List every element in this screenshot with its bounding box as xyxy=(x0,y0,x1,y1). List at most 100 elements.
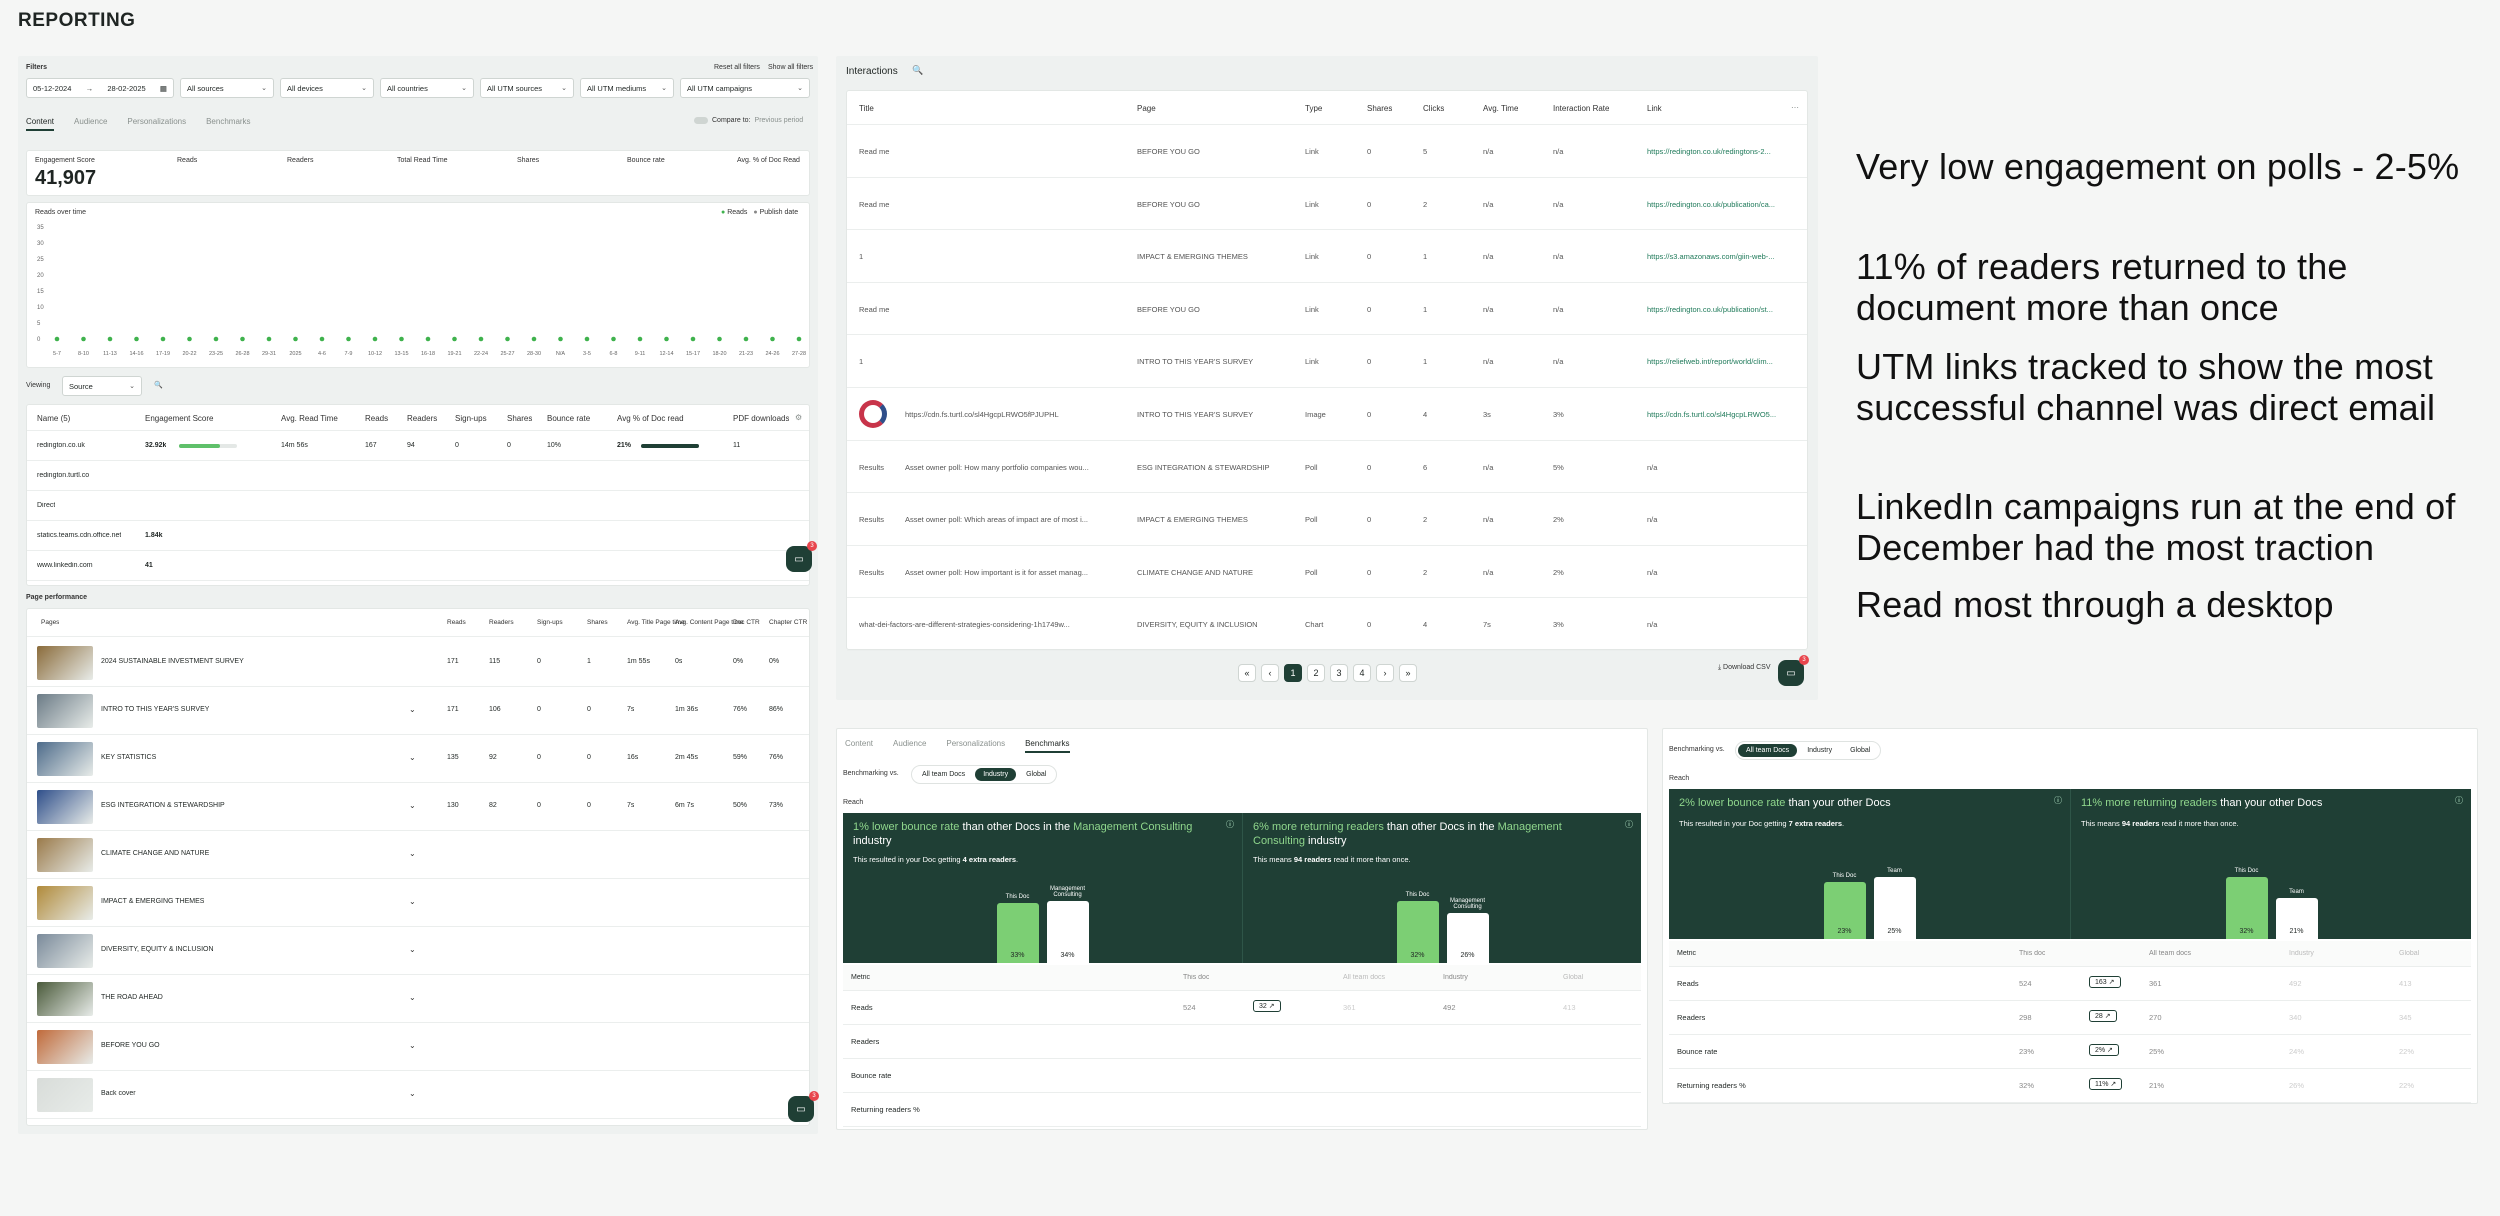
column-header[interactable]: Link xyxy=(1647,104,1662,113)
table-row[interactable]: www.linkedin.com 41 xyxy=(27,551,809,581)
pill-industry[interactable]: Industry xyxy=(975,768,1017,781)
data-point[interactable] xyxy=(770,336,775,342)
data-point[interactable] xyxy=(54,336,60,342)
data-point[interactable] xyxy=(160,336,166,342)
column-header[interactable]: Avg. Read Time xyxy=(281,414,338,423)
column-header[interactable]: Sign-ups xyxy=(537,619,563,626)
column-header[interactable]: Shares xyxy=(507,414,533,423)
pagination-3[interactable]: 2 xyxy=(1307,664,1325,682)
table-row[interactable]: redington.co.uk 32.92k 14m 56s 167 94 0 0 10% 21… xyxy=(27,431,809,461)
data-point[interactable] xyxy=(690,336,696,342)
pagination-1[interactable]: ‹ xyxy=(1261,664,1279,682)
data-point[interactable] xyxy=(637,336,643,342)
pill-industry[interactable]: Industry xyxy=(1807,747,1833,754)
reset-filters-link[interactable]: Reset all filters xyxy=(714,64,760,71)
filter-dropdown-4[interactable]: All UTM mediums ⌄ xyxy=(580,78,674,98)
data-point[interactable] xyxy=(505,336,510,342)
chat-button-3[interactable]: ▭ 3 xyxy=(1778,655,1809,686)
column-header[interactable]: Name (5) xyxy=(37,414,71,423)
column-header[interactable]: Page xyxy=(1137,104,1156,113)
data-point[interactable] xyxy=(134,336,139,342)
column-header[interactable]: Interaction Rate xyxy=(1553,104,1610,113)
pagination-4[interactable]: 3 xyxy=(1330,664,1348,682)
column-header[interactable]: Shares xyxy=(1367,104,1393,113)
data-point[interactable] xyxy=(293,336,298,342)
page-row[interactable]: KEY STATISTICS ⌄ 135 92 0 0 16s 2m 45s 59% 76% xyxy=(27,735,809,783)
column-header[interactable]: Reads xyxy=(365,414,389,423)
pagination-6[interactable]: › xyxy=(1376,664,1394,682)
chevron-down-icon[interactable]: ⌄ xyxy=(409,705,416,714)
more-icon[interactable]: ⋯ xyxy=(1791,103,1799,112)
interaction-row[interactable]: https://cdn.fs.turtl.co/sl4HgcpLRWO5fPJU… xyxy=(847,388,1807,441)
data-point[interactable] xyxy=(187,336,192,342)
chevron-down-icon[interactable]: ⌄ xyxy=(409,801,416,810)
info-icon[interactable]: ⓘ xyxy=(2054,796,2062,805)
column-header[interactable]: Readers xyxy=(489,619,514,626)
column-header[interactable]: Avg. Time xyxy=(1483,104,1519,113)
column-header[interactable]: Clicks xyxy=(1423,104,1445,113)
info-icon[interactable]: ⓘ xyxy=(1625,820,1633,829)
cell-link[interactable]: https://reliefweb.int/report/world/clim.… xyxy=(1647,357,1773,367)
filter-dropdown-3[interactable]: All UTM sources ⌄ xyxy=(480,78,574,98)
pill-global[interactable]: Global xyxy=(1026,771,1047,778)
pagination-7[interactable]: » xyxy=(1399,664,1417,682)
data-point[interactable] xyxy=(796,336,802,342)
page-row[interactable]: ESG INTEGRATION & STEWARDSHIP ⌄ 130 82 0 0 7s 6… xyxy=(27,783,809,831)
interaction-row[interactable]: Read me BEFORE YOU GO Link 0 5 n/a n/a https://… xyxy=(847,125,1807,178)
tab-personalizations[interactable]: Personalizations xyxy=(127,117,187,126)
chevron-down-icon[interactable]: ⌄ xyxy=(409,1041,416,1050)
column-header[interactable]: Avg % of Doc read xyxy=(617,414,684,423)
cell-link[interactable]: https://cdn.fs.turtl.co/sl4HgcpLRWO5... xyxy=(1647,410,1777,419)
tab-benchmarks[interactable]: Benchmarks xyxy=(206,117,251,126)
column-header[interactable]: Bounce rate xyxy=(547,414,591,423)
info-icon[interactable]: ⓘ xyxy=(2455,796,2463,805)
data-point[interactable] xyxy=(399,336,404,342)
info-icon[interactable]: ⓘ xyxy=(1226,820,1234,829)
tab-personalizations[interactable]: Personalizations xyxy=(946,739,1006,748)
interaction-row[interactable]: Results Asset owner poll: How important i… xyxy=(847,546,1807,599)
chevron-down-icon[interactable]: ⌄ xyxy=(409,945,416,954)
data-point[interactable] xyxy=(319,336,325,342)
page-row[interactable]: Back cover ⌄ xyxy=(27,1071,809,1119)
chevron-down-icon[interactable]: ⌄ xyxy=(409,993,416,1002)
interaction-row[interactable]: Read me BEFORE YOU GO Link 0 2 n/a n/a https://… xyxy=(847,178,1807,231)
table-row[interactable]: redington.turtl.co xyxy=(27,461,809,491)
filter-dropdown-2[interactable]: All countries ⌄ xyxy=(380,78,474,98)
interaction-row[interactable]: Results Asset owner poll: Which areas of … xyxy=(847,493,1807,546)
table-row[interactable]: Direct xyxy=(27,491,809,521)
search-icon[interactable]: 🔍 xyxy=(912,65,924,75)
page-row[interactable]: 2024 SUSTAINABLE INVESTMENT SURVEY 171 115… xyxy=(27,639,809,687)
data-point[interactable] xyxy=(107,336,113,342)
cell-link[interactable]: https://redington.co.uk/publication/ca..… xyxy=(1647,199,1775,209)
table-row[interactable]: statics.teams.cdn.office.net 1.84k xyxy=(27,521,809,551)
data-point[interactable] xyxy=(213,336,219,342)
interaction-row[interactable]: 1 INTRO TO THIS YEAR'S SURVEY Link 0 1 n/a n/a… xyxy=(847,335,1807,388)
data-point[interactable] xyxy=(664,336,669,342)
pagination-5[interactable]: 4 xyxy=(1353,664,1371,682)
filter-dropdown-5[interactable]: All UTM campaigns ⌄ xyxy=(680,78,810,98)
data-point[interactable] xyxy=(611,336,616,342)
data-point[interactable] xyxy=(81,336,86,342)
column-header[interactable]: Title xyxy=(859,104,874,113)
pagination-2[interactable]: 1 xyxy=(1284,664,1302,682)
chevron-down-icon[interactable]: ⌄ xyxy=(409,753,416,762)
filter-dropdown-1[interactable]: All devices ⌄ xyxy=(280,78,374,98)
column-header[interactable]: Readers xyxy=(407,414,438,423)
chat-button-2[interactable]: ▭ 3 xyxy=(788,1091,819,1122)
data-point[interactable] xyxy=(266,336,272,342)
column-header[interactable]: Pages xyxy=(41,619,60,626)
column-header[interactable]: Doc CTR xyxy=(733,619,760,626)
interaction-row[interactable]: Results Asset owner poll: How many portfo… xyxy=(847,441,1807,494)
interaction-row[interactable]: 1 IMPACT & EMERGING THEMES Link 0 1 n/a n/a htt… xyxy=(847,230,1807,283)
page-row[interactable]: CLIMATE CHANGE AND NATURE ⌄ xyxy=(27,831,809,879)
tab-content[interactable]: Content xyxy=(26,117,55,131)
cell-link[interactable]: https://s3.amazonaws.com/giin-web-... xyxy=(1647,252,1775,262)
tab-audience[interactable]: Audience xyxy=(74,117,108,126)
tab-audience[interactable]: Audience xyxy=(893,739,927,748)
data-point[interactable] xyxy=(425,336,431,342)
page-row[interactable]: THE ROAD AHEAD ⌄ xyxy=(27,975,809,1023)
search-icon[interactable]: 🔍 xyxy=(154,382,163,389)
data-point[interactable] xyxy=(743,336,749,342)
settings-icon[interactable]: ⚙ xyxy=(795,413,803,422)
cell-link[interactable]: https://redington.co.uk/redingtons-2... xyxy=(1647,147,1771,156)
